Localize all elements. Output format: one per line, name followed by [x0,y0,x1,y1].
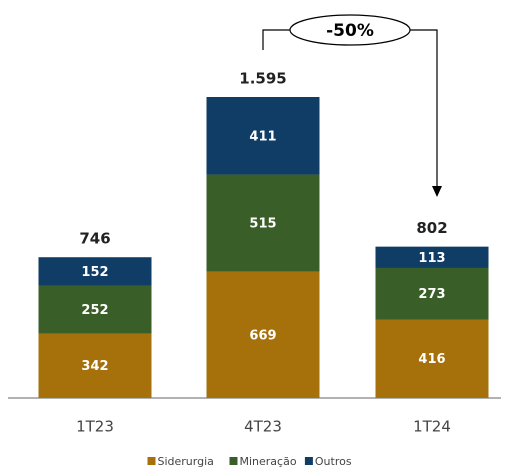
x-tick-label: 1T23 [76,418,114,436]
bar-segment [375,319,489,398]
legend-swatch [229,457,238,465]
legend-label: Outros [315,455,352,468]
annotation-text: -50% [326,21,374,41]
value-label: 416 [418,352,445,367]
value-label: 342 [81,359,108,374]
value-label: 515 [249,217,276,232]
legend-label: Siderurgia [158,455,214,468]
bar-segment [38,285,152,334]
value-label: 411 [249,129,276,144]
annotation-ellipse [289,14,411,46]
bar-segment [375,267,489,320]
value-label: 252 [81,303,108,318]
total-label: 1.595 [239,70,286,88]
total-label: 802 [416,219,447,237]
legend-swatch [147,457,156,465]
x-tick-label: 1T24 [413,418,451,436]
legend-swatch [304,457,313,465]
total-label: 746 [79,230,110,248]
annotation-arrowhead [432,186,442,197]
bar-segment [206,174,320,272]
bar-segment [206,97,320,175]
value-label: 273 [418,287,445,302]
bar-segment [38,257,152,286]
value-label: 669 [249,328,276,343]
annotation-connector [262,29,438,188]
bar-segment [38,333,152,398]
bar-segment [375,246,489,268]
value-label: 152 [81,265,108,280]
value-label: 113 [418,251,445,266]
legend-label: Mineração [240,455,297,468]
x-tick-label: 4T23 [244,418,282,436]
bar-segment [206,271,320,398]
